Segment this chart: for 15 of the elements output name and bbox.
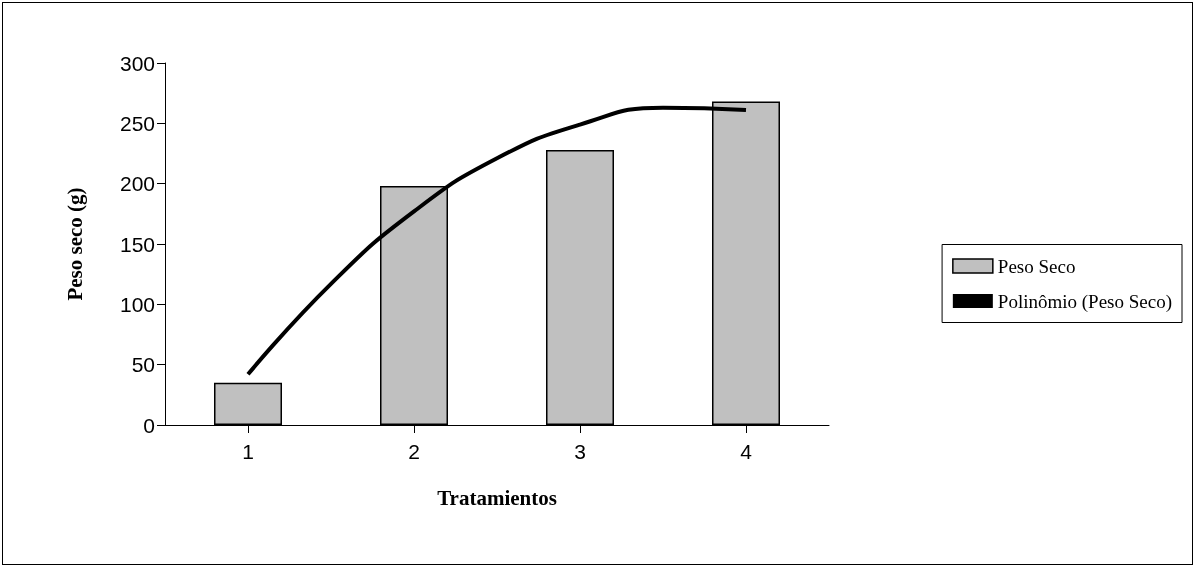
y-tick-label: 100	[119, 292, 155, 316]
x-axis-title: Tratamientos	[437, 485, 557, 510]
y-tick-label: 0	[143, 413, 155, 437]
x-tick-label: 2	[408, 440, 420, 463]
legend-label: Polinômio (Peso Seco)	[997, 290, 1173, 313]
y-tick-label: 250	[119, 111, 155, 135]
x-tick-label: 4	[740, 440, 753, 463]
y-tick-label: 150	[119, 232, 155, 256]
y-tick-label: 300	[119, 51, 155, 75]
x-tick-label: 1	[242, 440, 254, 463]
legend-label: Peso Seco	[997, 255, 1076, 277]
x-tick-label: 3	[574, 440, 586, 463]
y-tick-label: 50	[131, 353, 155, 377]
y-tick-label: 200	[119, 172, 155, 196]
y-axis-title: Peso seco (g)	[62, 187, 87, 301]
